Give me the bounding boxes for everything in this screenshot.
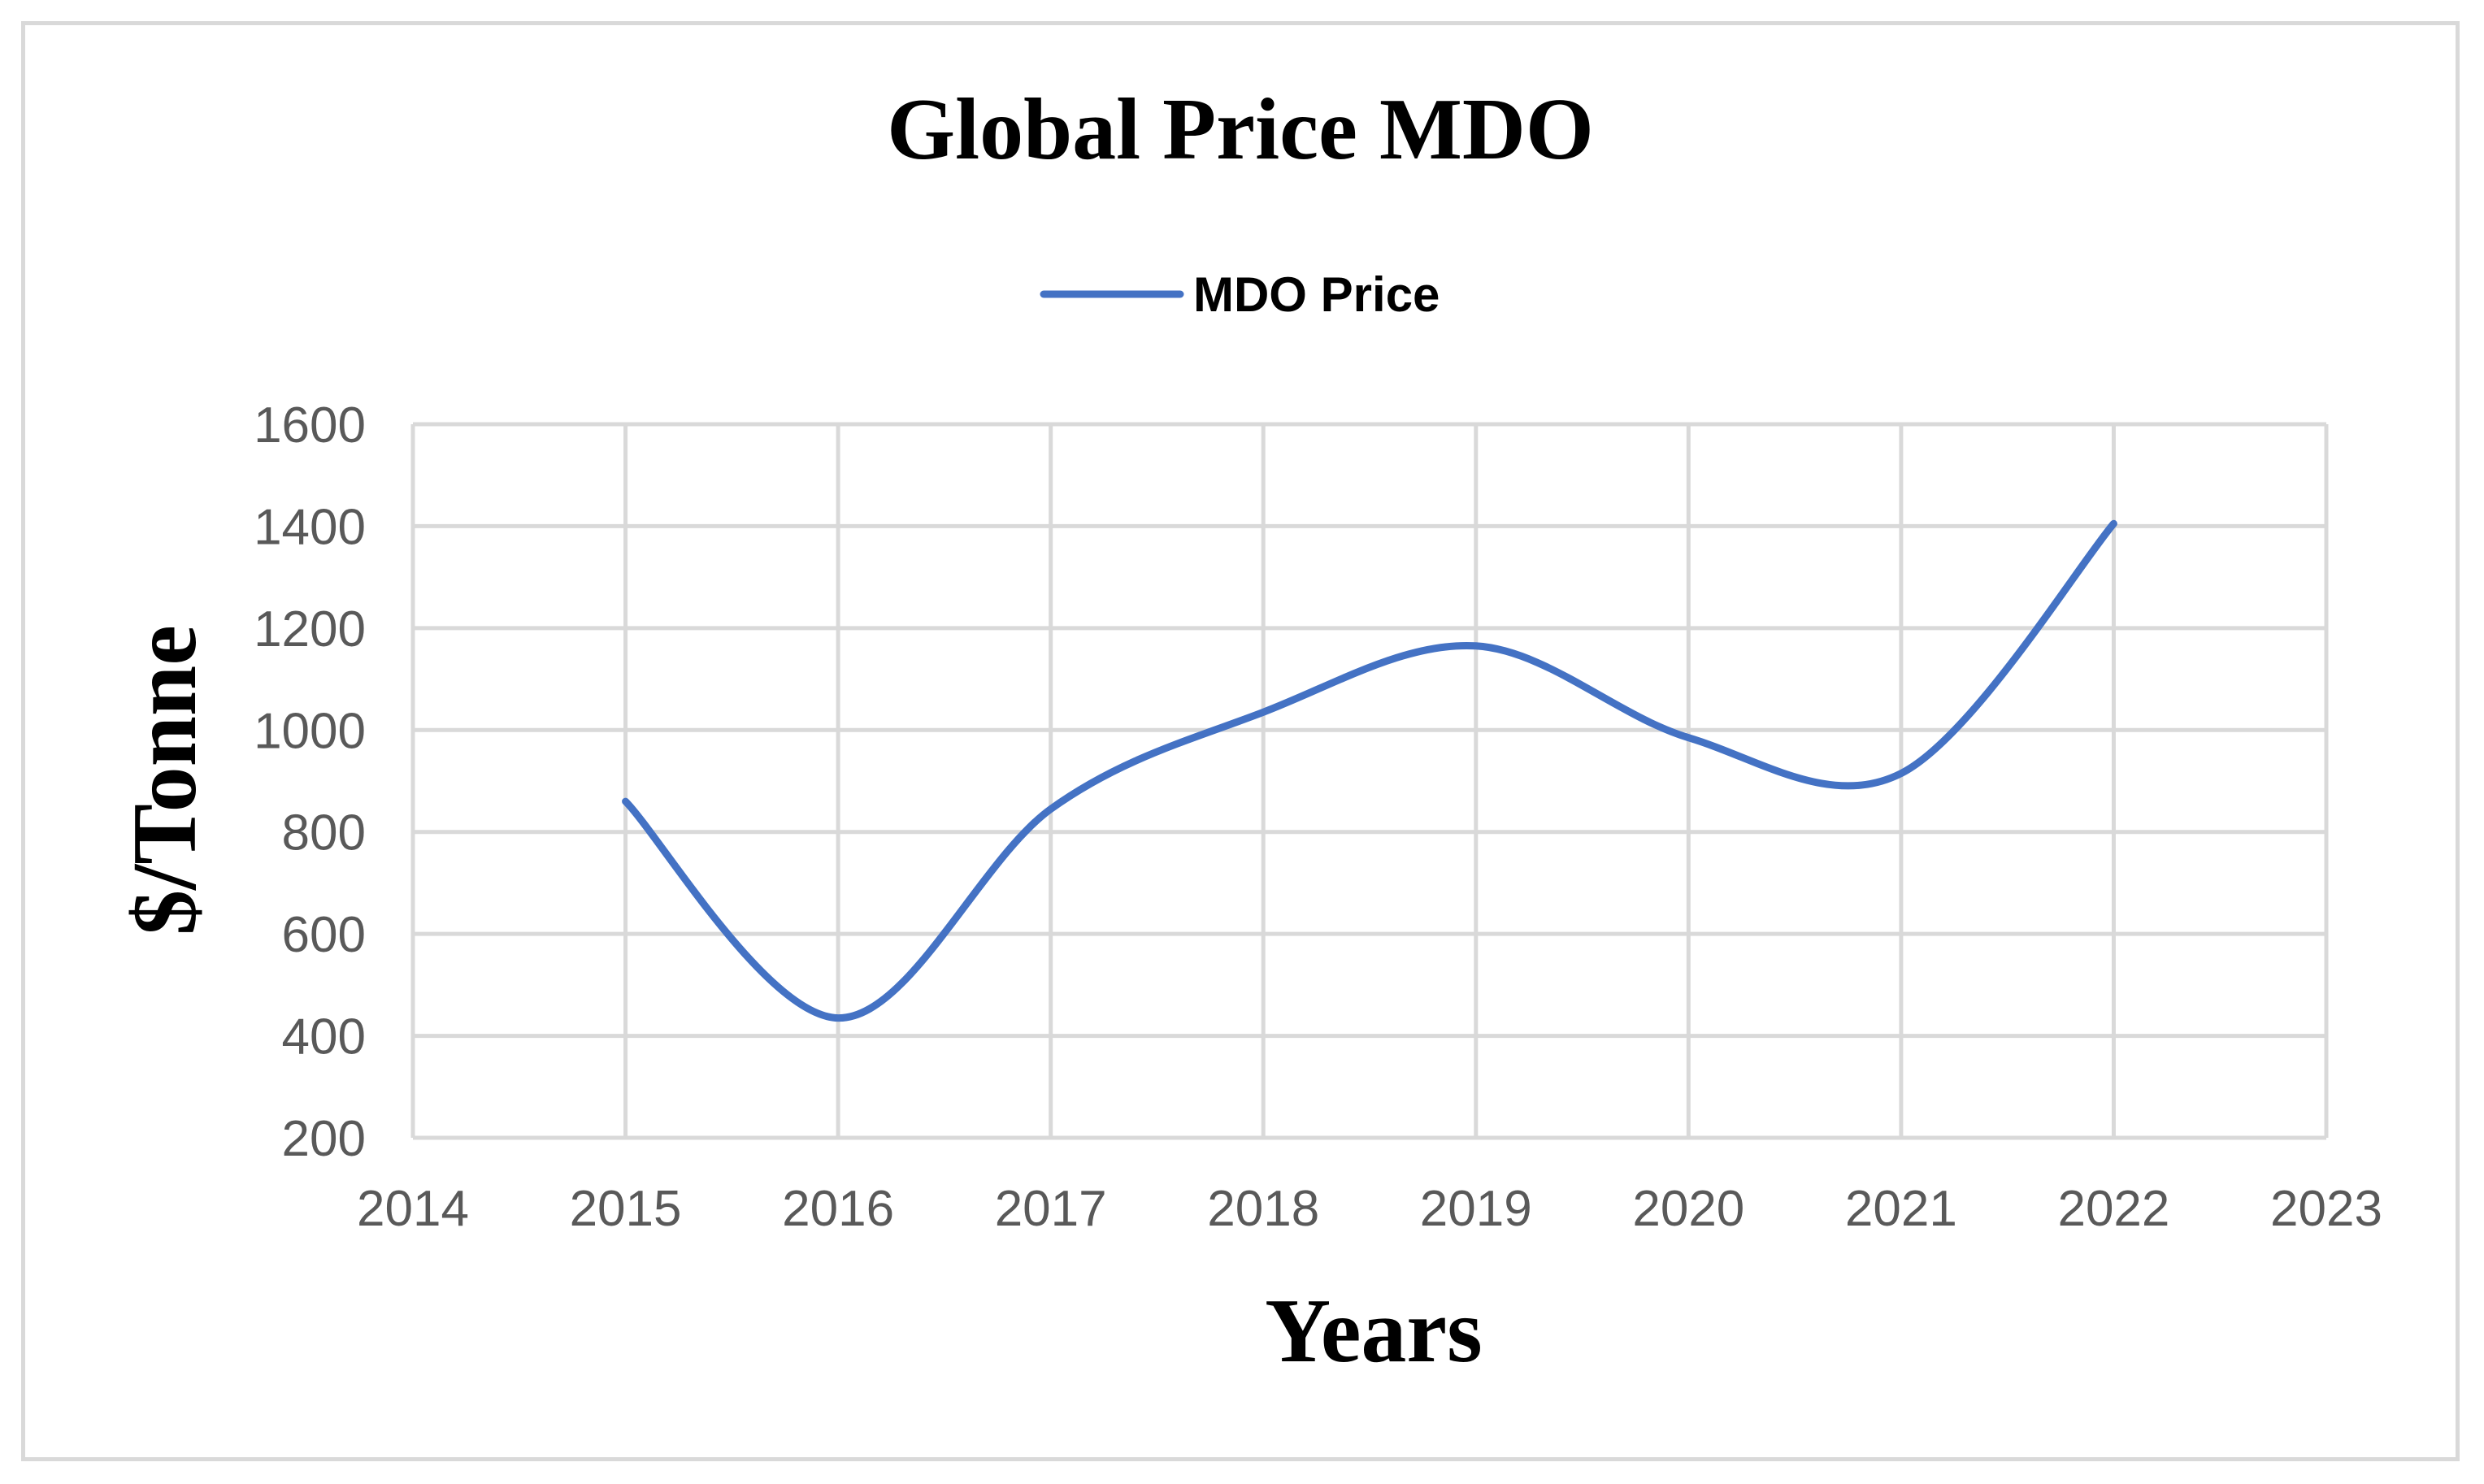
x-tick-label-2019: 2019 bbox=[1420, 1181, 1532, 1237]
legend: MDO Price bbox=[1040, 267, 1440, 322]
x-tick-label-2018: 2018 bbox=[1207, 1181, 1319, 1237]
x-tick-label-2021: 2021 bbox=[1845, 1181, 1957, 1237]
x-tick-label-2020: 2020 bbox=[1632, 1181, 1744, 1237]
y-tick-label-1200: 1200 bbox=[254, 601, 366, 657]
series-layer bbox=[622, 519, 2117, 1022]
y-tick-label-1600: 1600 bbox=[254, 397, 366, 453]
x-tick-label-2017: 2017 bbox=[995, 1181, 1107, 1237]
y-tick-label-800: 800 bbox=[282, 805, 366, 861]
grid bbox=[410, 422, 2329, 1140]
y-tick-label-400: 400 bbox=[282, 1009, 366, 1065]
chart-frame bbox=[21, 21, 2460, 1461]
series-line-mdo-price bbox=[622, 519, 2117, 1022]
y-tick-label-600: 600 bbox=[282, 907, 366, 963]
x-axis-title: Years bbox=[1265, 1281, 1482, 1382]
chart-title: Global Price MDO bbox=[887, 81, 1594, 178]
y-tick-label-1400: 1400 bbox=[254, 499, 366, 555]
x-tick-label-2022: 2022 bbox=[2057, 1181, 2169, 1237]
y-tick-label-1000: 1000 bbox=[254, 703, 366, 759]
x-tick-label-2016: 2016 bbox=[782, 1181, 894, 1237]
x-tick-label-2023: 2023 bbox=[2270, 1181, 2382, 1237]
y-tick-label-200: 200 bbox=[282, 1111, 366, 1167]
axes: 200 400 600 800 1000 1200 1400 1600 2014 2015 2016… bbox=[254, 397, 2382, 1237]
legend-label-mdo-price: MDO Price bbox=[1193, 267, 1440, 322]
y-axis-title: $/Tonne bbox=[115, 625, 215, 935]
x-tick-label-2014: 2014 bbox=[357, 1181, 469, 1237]
x-tick-label-2015: 2015 bbox=[570, 1181, 682, 1237]
